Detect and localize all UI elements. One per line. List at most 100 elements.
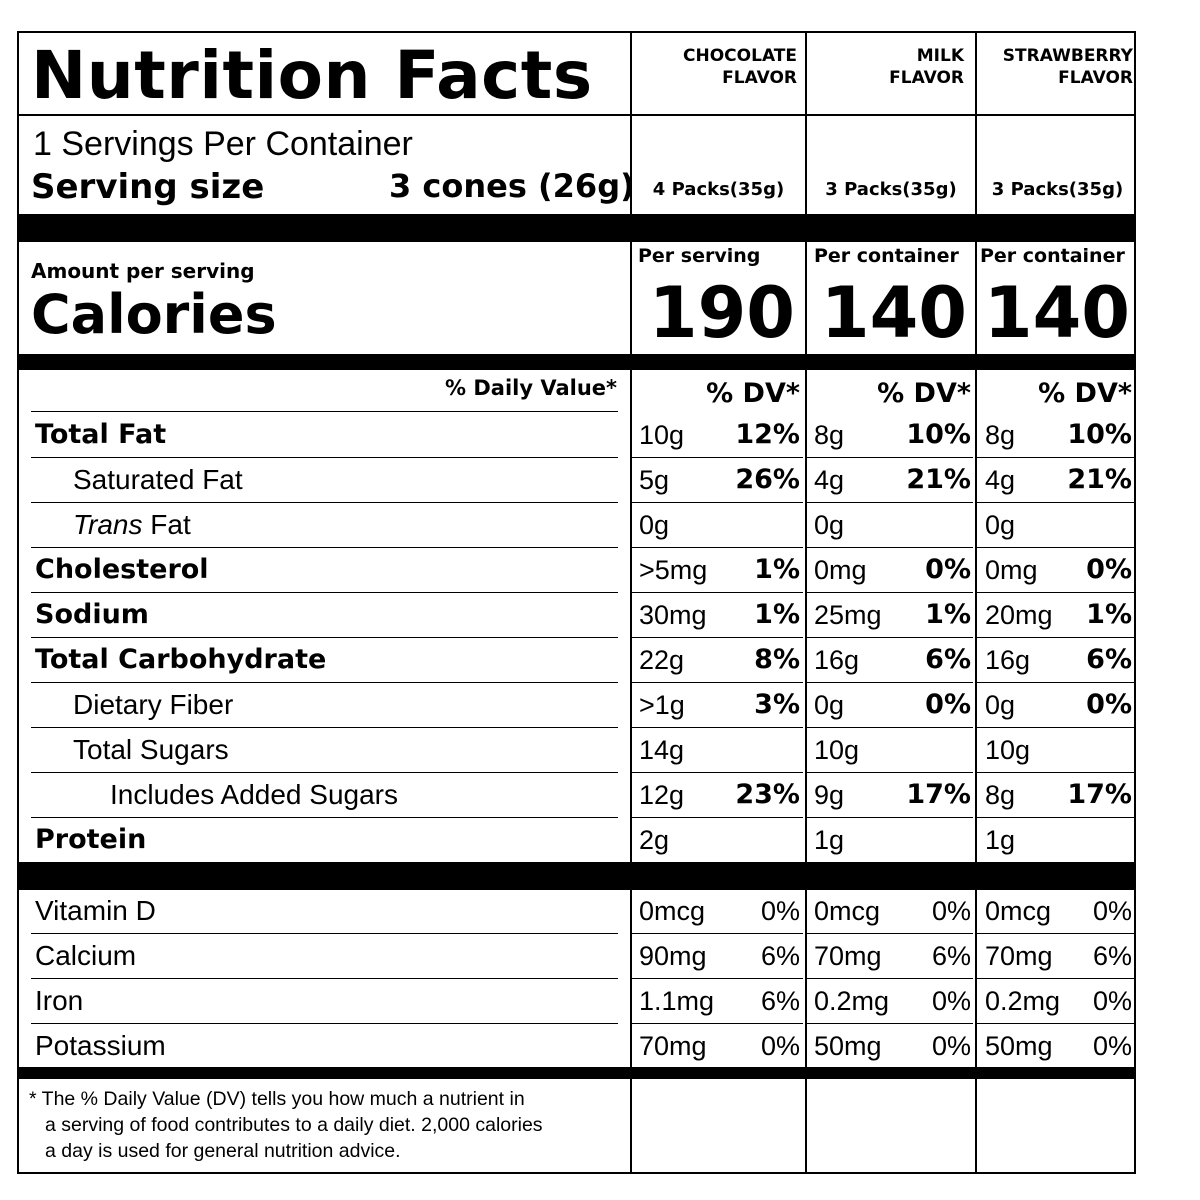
vitamin-percent-dv: 6%	[760, 986, 800, 1016]
vitamin-percent-dv: 0%	[931, 986, 971, 1016]
vitamin-amount: 70mg	[985, 941, 1053, 971]
nutrient-percent-dv: 17%	[906, 779, 971, 810]
column-divider	[975, 33, 977, 1174]
nutrient-percent-dv: 0%	[1086, 689, 1132, 720]
nutrient-percent-dv: 1%	[754, 599, 800, 630]
column-header-chocolate: CHOCOLATE FLAVOR	[683, 46, 797, 88]
row-separator	[630, 933, 803, 934]
row-separator	[975, 637, 1136, 638]
nutrient-percent-dv: 8%	[754, 644, 800, 675]
nutrient-amount: 16g	[814, 645, 860, 675]
vitamin-amount: 0mcg	[639, 896, 706, 926]
nutrient-amount: 0g	[639, 510, 670, 540]
vitamin-percent-dv: 6%	[931, 941, 971, 971]
vitamin-row: Calcium 90mg 6% 70mg 6% 70mg 6%	[19, 934, 1136, 979]
dv-header-milk: % DV*	[877, 378, 971, 409]
nutrient-amount: 5g	[639, 465, 670, 495]
nutrient-amount: 16g	[985, 645, 1031, 675]
row-separator	[975, 933, 1136, 934]
row-separator	[630, 1023, 803, 1024]
nutrient-amount: >5mg	[639, 555, 708, 585]
nutrient-percent-dv: 6%	[925, 644, 971, 675]
vitamin-label: Iron	[35, 985, 84, 1016]
calories-milk: 140	[820, 272, 967, 354]
nutrient-label-italic: Trans	[73, 509, 143, 540]
row-separator	[630, 772, 803, 773]
row-separator	[31, 457, 618, 458]
row-separator	[630, 547, 803, 548]
row-separator	[31, 978, 618, 979]
nutrient-amount: 0g	[985, 690, 1016, 720]
footnote-line: * The % Daily Value (DV) tells you how m…	[29, 1088, 525, 1110]
nutrient-percent-dv: 1%	[925, 599, 971, 630]
nutrient-label: Cholesterol	[35, 554, 209, 585]
nutrient-label: Sodium	[35, 599, 149, 630]
serving-size-value: 3 cones (26g)	[389, 167, 635, 205]
row-separator	[805, 933, 973, 934]
row-separator	[31, 502, 618, 503]
dv-header-strawberry: % DV*	[1038, 378, 1132, 409]
row-separator	[975, 502, 1136, 503]
vitamin-percent-dv: 0%	[1092, 1031, 1132, 1061]
thick-divider	[19, 214, 1136, 242]
nutrient-amount: 0g	[814, 510, 845, 540]
vitamin-row: Potassium 70mg 0% 50mg 0% 50mg 0%	[19, 1024, 1136, 1069]
nutrient-row: Cholesterol >5mg 1% 0mg 0% 0mg 0%	[19, 548, 1136, 593]
serving-size-label: Serving size	[31, 167, 265, 207]
vitamin-percent-dv: 0%	[760, 1031, 800, 1061]
vitamin-amount: 1.1mg	[639, 986, 715, 1016]
nutrient-amount: 14g	[639, 735, 685, 765]
nutrient-label: Total Carbohydrate	[35, 644, 327, 675]
nutrient-amount: 8g	[985, 420, 1016, 450]
nutrient-row: Total Fat 10g 12% 8g 10% 8g 10%	[19, 413, 1136, 458]
nutrient-amount: 20mg	[985, 600, 1053, 630]
nutrient-label: Saturated Fat	[73, 464, 243, 495]
row-separator	[805, 457, 973, 458]
vitamin-percent-dv: 0%	[760, 896, 800, 926]
vitamin-percent-dv: 0%	[931, 896, 971, 926]
nutrient-amount: 2g	[639, 825, 670, 855]
row-separator	[31, 933, 618, 934]
vitamin-percent-dv: 0%	[1092, 896, 1132, 926]
divider	[19, 114, 1136, 116]
nutrient-percent-dv: 23%	[735, 779, 800, 810]
nutrient-row: Total Sugars 14g 10g 10g	[19, 728, 1136, 773]
row-separator	[630, 978, 803, 979]
serving-packs-chocolate: 4 Packs(35g)	[652, 179, 785, 200]
row-separator	[630, 817, 803, 818]
nutrient-percent-dv: 21%	[1067, 464, 1132, 495]
nutrient-percent-dv: 0%	[1086, 554, 1132, 585]
column-header-strawberry: STRAWBERRY FLAVOR	[1002, 46, 1133, 88]
row-separator	[31, 817, 618, 818]
row-separator	[31, 637, 618, 638]
nutrient-label-rest: Fat	[142, 509, 191, 540]
nutrient-row: Dietary Fiber >1g 3% 0g 0% 0g 0%	[19, 683, 1136, 728]
dv-header-chocolate: % DV*	[706, 378, 800, 409]
row-separator	[31, 411, 618, 412]
calories-chocolate: 190	[648, 272, 795, 354]
nutrient-row: Total Carbohydrate 22g 8% 16g 6% 16g 6%	[19, 638, 1136, 683]
nutrient-row: Saturated Fat 5g 26% 4g 21% 4g 21%	[19, 458, 1136, 503]
servings-per-container: 1 Servings Per Container	[33, 125, 413, 163]
vitamin-row: Vitamin D 0mcg 0% 0mcg 0% 0mcg 0%	[19, 889, 1136, 934]
nutrition-facts-label: Nutrition Facts CHOCOLATE FLAVOR MILK FLAV…	[17, 31, 1136, 1174]
row-separator	[31, 547, 618, 548]
vitamin-percent-dv: 6%	[1092, 941, 1132, 971]
nutrient-amount: 1g	[985, 825, 1016, 855]
vitamin-amount: 50mg	[814, 1031, 882, 1061]
footnote-line: a serving of food contributes to a daily…	[45, 1114, 543, 1136]
nutrient-row: Includes Added Sugars 12g 23% 9g 17% 8g 17%	[19, 773, 1136, 818]
column-header-milk: MILK FLAVOR	[889, 46, 964, 88]
footnote-line: a day is used for general nutrition advi…	[45, 1140, 401, 1162]
column-divider	[630, 33, 632, 1174]
nutrient-label: Total Sugars	[73, 734, 229, 765]
nutrient-percent-dv: 3%	[754, 689, 800, 720]
row-separator	[805, 547, 973, 548]
row-separator	[630, 502, 803, 503]
nutrient-amount: 4g	[985, 465, 1016, 495]
row-separator	[805, 772, 973, 773]
label-title: Nutrition Facts	[31, 37, 593, 114]
nutrient-percent-dv: 1%	[754, 554, 800, 585]
row-separator	[31, 1023, 618, 1024]
nutrient-percent-dv: 10%	[1067, 419, 1132, 450]
